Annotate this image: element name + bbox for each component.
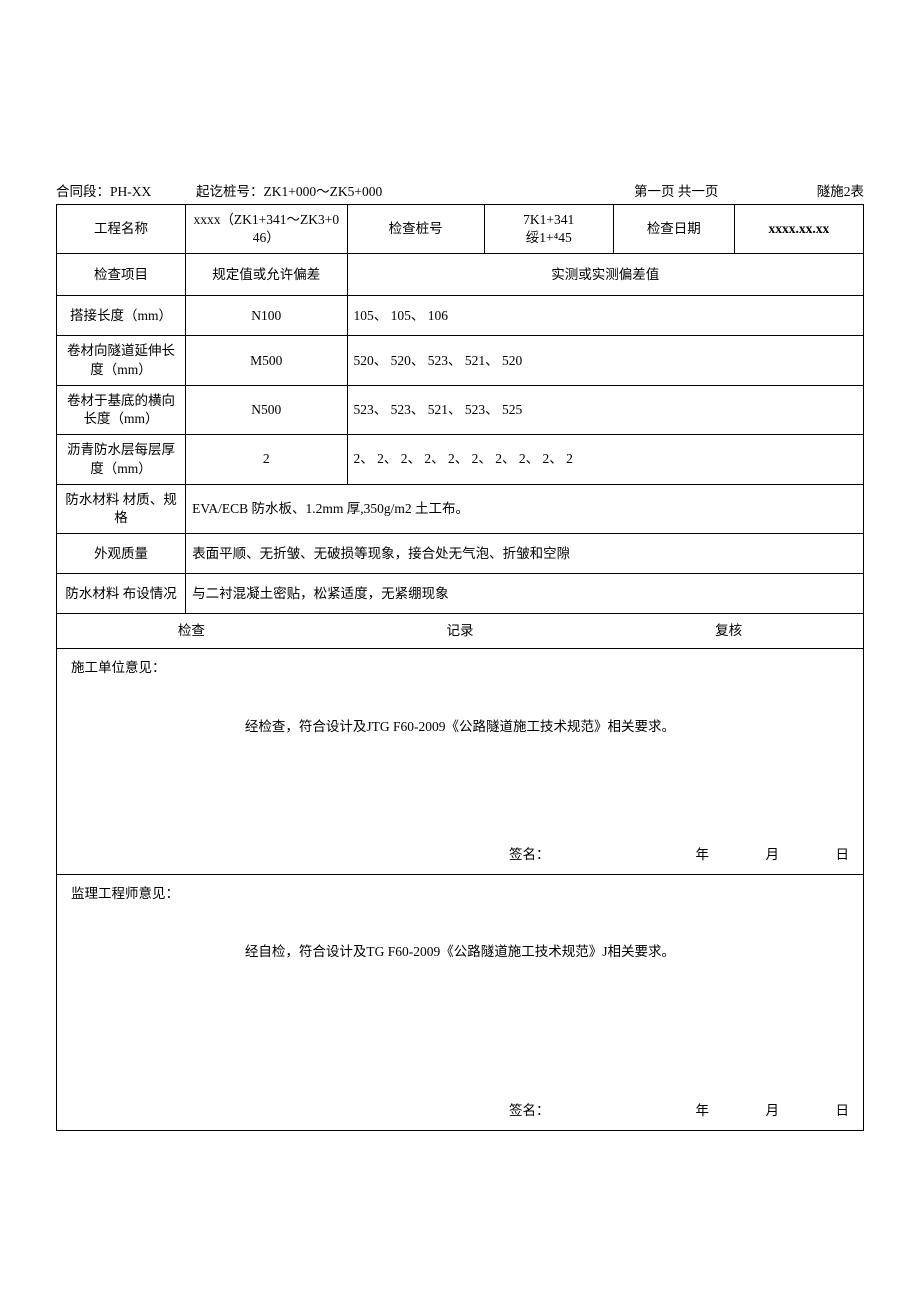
header-line: 合同段：PH-XX 起讫桩号：ZK1+000～ZK5+000 第一页 共一页 隧…: [56, 180, 864, 200]
table-row: 沥青防水层每层厚度（mm） 2 2、 2、 2、 2、 2、 2、 2、 2、 …: [57, 435, 864, 484]
cell-spec: N500: [186, 385, 347, 434]
cell-measured: 105、 105、 106: [347, 296, 864, 336]
cell-value: 表面平顺、无折皱、无破损等现象，接合处无气泡、折皱和空隙: [186, 534, 864, 574]
table-row-header1: 工程名称 xxxx（ZK1+341～ZK3+046） 检查桩号 7K1+341 …: [57, 205, 864, 254]
sign-label: 签名：: [509, 846, 569, 864]
table-row: 卷材于基底的横向长度（mm） N500 523、 523、 521、 523、 …: [57, 385, 864, 434]
contract-value: PH-XX: [110, 184, 151, 199]
record-label: 记录: [326, 622, 595, 640]
page-info: 第一页 共一页: [634, 180, 794, 200]
cell-spec: M500: [186, 336, 347, 385]
cell-measured-label: 实测或实测偏差值: [347, 254, 864, 296]
cell-item: 搭接长度（mm）: [57, 296, 186, 336]
supervisor-opinion-body: 经自检，符合设计及TG F60-2009《公路隧道施工技术规范》J相关要求。: [71, 943, 849, 961]
stake-segment: 起讫桩号：ZK1+000～ZK5+000: [196, 180, 634, 200]
table-row: 外观质量 表面平顺、无折皱、无破损等现象，接合处无气泡、折皱和空隙: [57, 534, 864, 574]
cell-item: 外观质量: [57, 534, 186, 574]
table-row: 搭接长度（mm） N100 105、 105、 106: [57, 296, 864, 336]
supervisor-sign-line: 签名： 年 月 日: [71, 1102, 849, 1124]
cell-proj-name-label: 工程名称: [57, 205, 186, 254]
form-number: 隧施2表: [794, 180, 864, 200]
cell-item: 沥青防水层每层厚度（mm）: [57, 435, 186, 484]
table-row: 防水材料 材质、规格 EVA/ECB 防水板、1.2mm 厚,350g/m2 土…: [57, 484, 864, 533]
construction-sign-line: 签名： 年 月 日: [71, 846, 849, 868]
check-stake-text: 7K1+341 绥1+⁴45: [523, 212, 574, 245]
cell-check-date-label: 检查日期: [613, 205, 734, 254]
cell-value: 与二衬混凝土密贴，松紧适度，无紧绷现象: [186, 574, 864, 614]
cell-item: 防水材料 材质、规格: [57, 484, 186, 533]
year-label: 年: [569, 846, 709, 864]
cell-measured: 523、 523、 521、 523、 525: [347, 385, 864, 434]
supervisor-opinion-title: 监理工程师意见：: [71, 885, 849, 903]
stake-value: ZK1+000～ZK5+000: [264, 184, 383, 199]
month-label: 月: [709, 1102, 779, 1120]
cell-proj-name-value: xxxx（ZK1+341～ZK3+046）: [186, 205, 347, 254]
cell-spec-label: 规定值或允许偏差: [186, 254, 347, 296]
cell-measured: 2、 2、 2、 2、 2、 2、 2、 2、 2、 2: [347, 435, 864, 484]
day-label: 日: [779, 1102, 849, 1120]
cell-measured: 520、 520、 523、 521、 520: [347, 336, 864, 385]
inspection-table: 工程名称 xxxx（ZK1+341～ZK3+046） 检查桩号 7K1+341 …: [56, 204, 864, 1131]
contract-label: 合同段：: [56, 184, 110, 199]
check-label: 检查: [57, 622, 326, 640]
cell-check-date-value: xxxx.xx.xx: [734, 205, 863, 254]
cell-check-stake-value: 7K1+341 绥1+⁴45: [484, 205, 613, 254]
table-row: 防水材料 布设情况 与二衬混凝土密贴，松紧适度，无紧绷现象: [57, 574, 864, 614]
cell-check-item-label: 检查项目: [57, 254, 186, 296]
year-label: 年: [569, 1102, 709, 1120]
stake-label: 起讫桩号：: [196, 184, 264, 199]
table-row: 卷材向隧道延伸长度（mm） M500 520、 520、 523、 521、 5…: [57, 336, 864, 385]
cell-item: 防水材料 布设情况: [57, 574, 186, 614]
cell-check-stake-label: 检查桩号: [347, 205, 484, 254]
construction-opinion-title: 施工单位意见：: [71, 659, 849, 677]
cell-value: EVA/ECB 防水板、1.2mm 厚,350g/m2 土工布。: [186, 484, 864, 533]
sign-label: 签名：: [509, 1102, 569, 1120]
day-label: 日: [779, 846, 849, 864]
cell-item: 卷材于基底的横向长度（mm）: [57, 385, 186, 434]
cell-item: 卷材向隧道延伸长度（mm）: [57, 336, 186, 385]
review-label: 复核: [594, 622, 863, 640]
construction-opinion-row: 施工单位意见： 经检查，符合设计及JTG F60-2009《公路隧道施工技术规范…: [57, 649, 864, 875]
cell-spec: N100: [186, 296, 347, 336]
supervisor-opinion-row: 监理工程师意见： 经自检，符合设计及TG F60-2009《公路隧道施工技术规范…: [57, 875, 864, 1131]
construction-opinion-body: 经检查，符合设计及JTG F60-2009《公路隧道施工技术规范》相关要求。: [71, 718, 849, 736]
contract-segment: 合同段：PH-XX: [56, 180, 196, 200]
month-label: 月: [709, 846, 779, 864]
cell-spec: 2: [186, 435, 347, 484]
table-row-header2: 检查项目 规定值或允许偏差 实测或实测偏差值: [57, 254, 864, 296]
check-record-review-row: 检查 记录 复核: [57, 614, 864, 649]
